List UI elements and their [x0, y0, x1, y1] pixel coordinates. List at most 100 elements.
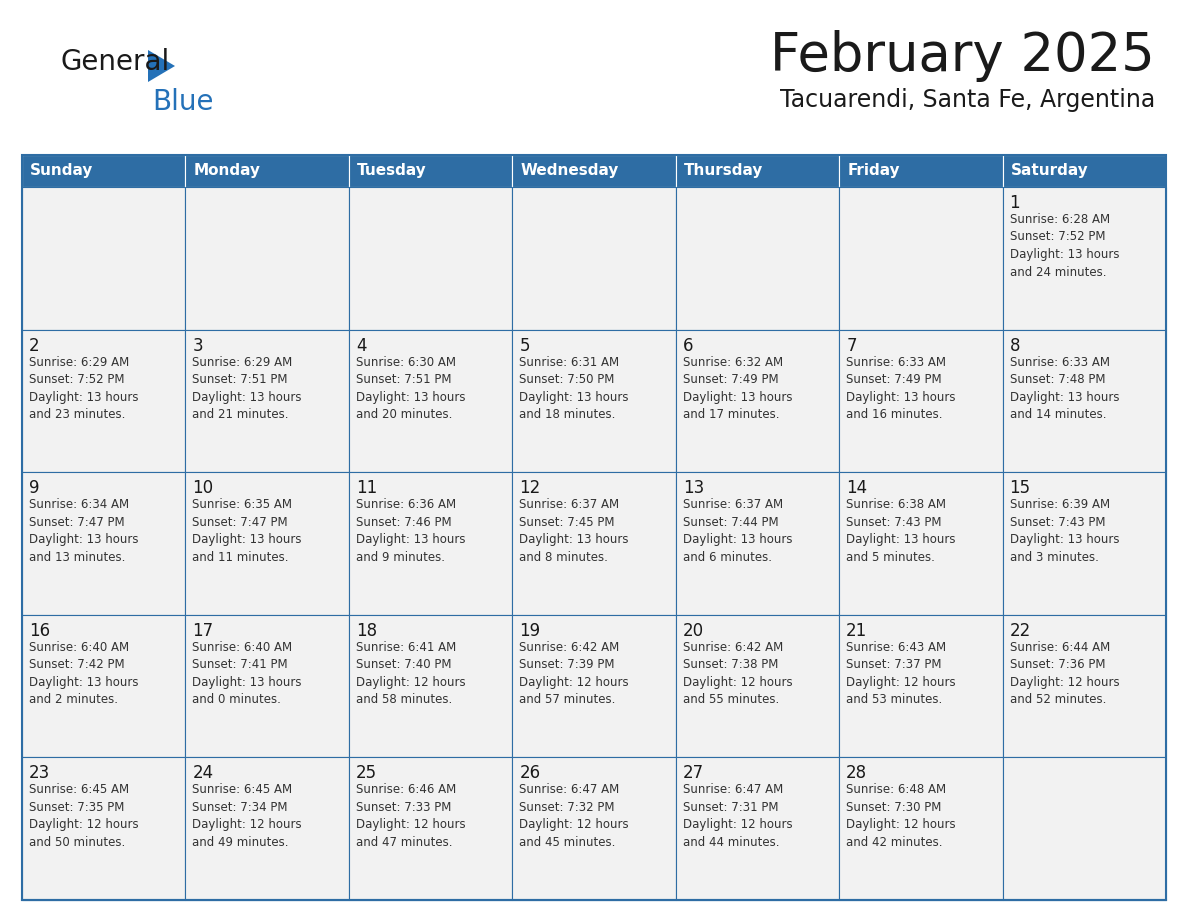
Text: Sunrise: 6:46 AM
Sunset: 7:33 PM
Daylight: 12 hours
and 47 minutes.: Sunrise: 6:46 AM Sunset: 7:33 PM Dayligh… [356, 783, 466, 849]
Text: 20: 20 [683, 621, 703, 640]
Bar [839, 615, 1003, 757]
Text: 7: 7 [846, 337, 857, 354]
Text: 23: 23 [29, 765, 50, 782]
Text: 9: 9 [29, 479, 39, 498]
Bar [839, 155, 1003, 187]
Text: Sunrise: 6:40 AM
Sunset: 7:42 PM
Daylight: 13 hours
and 2 minutes.: Sunrise: 6:40 AM Sunset: 7:42 PM Dayligh… [29, 641, 139, 706]
Text: 19: 19 [519, 621, 541, 640]
Text: Sunrise: 6:44 AM
Sunset: 7:36 PM
Daylight: 12 hours
and 52 minutes.: Sunrise: 6:44 AM Sunset: 7:36 PM Dayligh… [1010, 641, 1119, 706]
Text: Sunrise: 6:37 AM
Sunset: 7:45 PM
Daylight: 13 hours
and 8 minutes.: Sunrise: 6:37 AM Sunset: 7:45 PM Dayligh… [519, 498, 628, 564]
Text: 15: 15 [1010, 479, 1031, 498]
Bar [1003, 330, 1165, 472]
Text: 13: 13 [683, 479, 704, 498]
Bar [23, 187, 185, 330]
Text: Sunrise: 6:47 AM
Sunset: 7:32 PM
Daylight: 12 hours
and 45 minutes.: Sunrise: 6:47 AM Sunset: 7:32 PM Dayligh… [519, 783, 628, 849]
Bar [349, 187, 512, 330]
Bar [512, 155, 676, 187]
Bar [185, 187, 349, 330]
Text: Sunrise: 6:40 AM
Sunset: 7:41 PM
Daylight: 13 hours
and 0 minutes.: Sunrise: 6:40 AM Sunset: 7:41 PM Dayligh… [192, 641, 302, 706]
Text: 11: 11 [356, 479, 377, 498]
Bar [512, 757, 676, 900]
Text: Sunrise: 6:31 AM
Sunset: 7:50 PM
Daylight: 13 hours
and 18 minutes.: Sunrise: 6:31 AM Sunset: 7:50 PM Dayligh… [519, 355, 628, 421]
Bar [839, 187, 1003, 330]
Bar [349, 615, 512, 757]
Text: Sunrise: 6:30 AM
Sunset: 7:51 PM
Daylight: 13 hours
and 20 minutes.: Sunrise: 6:30 AM Sunset: 7:51 PM Dayligh… [356, 355, 466, 421]
Text: 4: 4 [356, 337, 366, 354]
Bar [349, 472, 512, 615]
Text: Sunrise: 6:35 AM
Sunset: 7:47 PM
Daylight: 13 hours
and 11 minutes.: Sunrise: 6:35 AM Sunset: 7:47 PM Dayligh… [192, 498, 302, 564]
Bar [23, 155, 185, 187]
Bar [512, 472, 676, 615]
Text: Sunrise: 6:37 AM
Sunset: 7:44 PM
Daylight: 13 hours
and 6 minutes.: Sunrise: 6:37 AM Sunset: 7:44 PM Dayligh… [683, 498, 792, 564]
Text: Tuesday: Tuesday [356, 163, 426, 178]
Text: Sunrise: 6:48 AM
Sunset: 7:30 PM
Daylight: 12 hours
and 42 minutes.: Sunrise: 6:48 AM Sunset: 7:30 PM Dayligh… [846, 783, 956, 849]
Bar [1003, 155, 1165, 187]
Bar [23, 615, 185, 757]
Polygon shape [148, 50, 175, 82]
Bar [1003, 615, 1165, 757]
Text: Sunrise: 6:29 AM
Sunset: 7:51 PM
Daylight: 13 hours
and 21 minutes.: Sunrise: 6:29 AM Sunset: 7:51 PM Dayligh… [192, 355, 302, 421]
Bar [839, 472, 1003, 615]
Bar [185, 615, 349, 757]
Bar [185, 330, 349, 472]
Text: 16: 16 [29, 621, 50, 640]
Text: Sunrise: 6:38 AM
Sunset: 7:43 PM
Daylight: 13 hours
and 5 minutes.: Sunrise: 6:38 AM Sunset: 7:43 PM Dayligh… [846, 498, 955, 564]
Text: 3: 3 [192, 337, 203, 354]
Text: 12: 12 [519, 479, 541, 498]
Bar [185, 155, 349, 187]
Text: Sunrise: 6:39 AM
Sunset: 7:43 PM
Daylight: 13 hours
and 3 minutes.: Sunrise: 6:39 AM Sunset: 7:43 PM Dayligh… [1010, 498, 1119, 564]
Bar [676, 155, 839, 187]
Bar [23, 472, 185, 615]
Text: 10: 10 [192, 479, 214, 498]
Bar [349, 155, 512, 187]
Text: Sunrise: 6:45 AM
Sunset: 7:35 PM
Daylight: 12 hours
and 50 minutes.: Sunrise: 6:45 AM Sunset: 7:35 PM Dayligh… [29, 783, 139, 849]
Bar [676, 330, 839, 472]
Text: Sunrise: 6:45 AM
Sunset: 7:34 PM
Daylight: 12 hours
and 49 minutes.: Sunrise: 6:45 AM Sunset: 7:34 PM Dayligh… [192, 783, 302, 849]
Bar [185, 757, 349, 900]
Text: February 2025: February 2025 [770, 30, 1155, 82]
Text: Sunrise: 6:34 AM
Sunset: 7:47 PM
Daylight: 13 hours
and 13 minutes.: Sunrise: 6:34 AM Sunset: 7:47 PM Dayligh… [29, 498, 139, 564]
Text: 8: 8 [1010, 337, 1020, 354]
Text: Friday: Friday [847, 163, 899, 178]
Bar [185, 472, 349, 615]
Text: Thursday: Thursday [684, 163, 763, 178]
Text: Wednesday: Wednesday [520, 163, 619, 178]
Text: Saturday: Saturday [1011, 163, 1088, 178]
Bar [676, 187, 839, 330]
Bar [349, 757, 512, 900]
Text: Sunrise: 6:32 AM
Sunset: 7:49 PM
Daylight: 13 hours
and 17 minutes.: Sunrise: 6:32 AM Sunset: 7:49 PM Dayligh… [683, 355, 792, 421]
Text: Blue: Blue [152, 88, 214, 116]
Bar [839, 757, 1003, 900]
Text: 22: 22 [1010, 621, 1031, 640]
Text: Sunrise: 6:33 AM
Sunset: 7:49 PM
Daylight: 13 hours
and 16 minutes.: Sunrise: 6:33 AM Sunset: 7:49 PM Dayligh… [846, 355, 955, 421]
Text: General: General [61, 48, 169, 76]
Bar [23, 155, 1165, 900]
Text: Sunrise: 6:43 AM
Sunset: 7:37 PM
Daylight: 12 hours
and 53 minutes.: Sunrise: 6:43 AM Sunset: 7:37 PM Dayligh… [846, 641, 956, 706]
Text: 17: 17 [192, 621, 214, 640]
Text: Sunrise: 6:42 AM
Sunset: 7:39 PM
Daylight: 12 hours
and 57 minutes.: Sunrise: 6:42 AM Sunset: 7:39 PM Dayligh… [519, 641, 628, 706]
Text: Sunrise: 6:33 AM
Sunset: 7:48 PM
Daylight: 13 hours
and 14 minutes.: Sunrise: 6:33 AM Sunset: 7:48 PM Dayligh… [1010, 355, 1119, 421]
Text: 25: 25 [356, 765, 377, 782]
Text: 5: 5 [519, 337, 530, 354]
Bar [676, 472, 839, 615]
Bar [839, 330, 1003, 472]
Bar [1003, 757, 1165, 900]
Text: 26: 26 [519, 765, 541, 782]
Text: 14: 14 [846, 479, 867, 498]
Bar [23, 330, 185, 472]
Text: 6: 6 [683, 337, 694, 354]
Bar [23, 757, 185, 900]
Text: Tacuarendi, Santa Fe, Argentina: Tacuarendi, Santa Fe, Argentina [779, 88, 1155, 112]
Text: 2: 2 [29, 337, 39, 354]
Text: 18: 18 [356, 621, 377, 640]
Text: 24: 24 [192, 765, 214, 782]
Bar [512, 187, 676, 330]
Text: Monday: Monday [194, 163, 260, 178]
Text: 1: 1 [1010, 194, 1020, 212]
Bar [512, 615, 676, 757]
Bar [1003, 472, 1165, 615]
Text: 21: 21 [846, 621, 867, 640]
Text: Sunrise: 6:28 AM
Sunset: 7:52 PM
Daylight: 13 hours
and 24 minutes.: Sunrise: 6:28 AM Sunset: 7:52 PM Dayligh… [1010, 213, 1119, 278]
Bar [676, 757, 839, 900]
Bar [1003, 187, 1165, 330]
